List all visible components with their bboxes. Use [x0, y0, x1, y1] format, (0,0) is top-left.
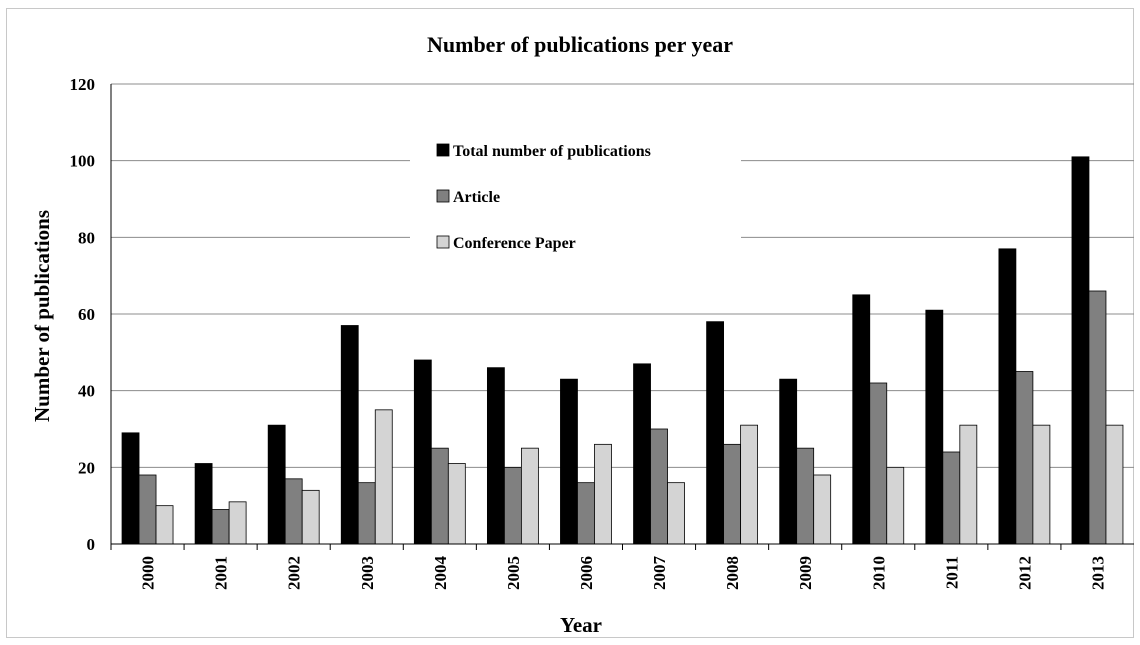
bar-article-2007 [650, 428, 668, 545]
bar-article-2012 [1015, 371, 1034, 545]
y-tick-label: 0 [87, 535, 96, 554]
bar-article-2010 [869, 382, 888, 545]
bar-article-2000 [138, 474, 157, 545]
legend-swatch-conference-paper [436, 235, 450, 249]
y-tick-labels: 0 20 40 60 80 100 120 [70, 75, 96, 554]
bar-total-number-of-publications-2000 [121, 432, 140, 545]
chart-title: Number of publications per year [427, 32, 733, 57]
y-tick-label: 40 [78, 382, 95, 401]
bar-total-number-of-publications-2010 [852, 294, 871, 545]
x-tick-label: 2007 [650, 556, 669, 591]
bar-conference-paper-2009 [813, 474, 832, 545]
bar-article-2001 [211, 509, 230, 545]
bar-article-2013 [1088, 290, 1107, 545]
bar-article-2003 [357, 482, 376, 545]
y-tick-label: 60 [78, 305, 95, 324]
bar-article-2011 [942, 451, 961, 545]
bars [121, 156, 1124, 545]
legend-box [410, 125, 741, 265]
bar-total-number-of-publications-2004 [413, 359, 432, 545]
x-tick-label: 2004 [431, 556, 450, 591]
y-axis-title: Number of publications [30, 210, 54, 422]
bar-total-number-of-publications-2003 [340, 325, 359, 545]
x-tick-label: 2010 [869, 556, 888, 590]
bar-conference-paper-2005 [520, 447, 539, 545]
bar-conference-paper-2012 [1032, 424, 1051, 545]
legend-label: Total number of publications [453, 143, 651, 160]
bar-article-2006 [577, 482, 595, 545]
legend: Total number of publications Article Confe… [410, 125, 741, 265]
bar-total-number-of-publications-2011 [925, 309, 944, 545]
x-axis-title: Year [560, 613, 602, 637]
y-tick-label: 100 [70, 152, 96, 171]
y-tick-label: 80 [78, 228, 95, 247]
bar-conference-paper-2008 [740, 424, 759, 545]
legend-label: Article [453, 189, 500, 206]
bar-conference-paper-2002 [301, 489, 320, 545]
x-tick-label: 2011 [942, 556, 961, 589]
bar-total-number-of-publications-2009 [779, 378, 798, 545]
bar-conference-paper-2004 [447, 463, 466, 545]
bar-conference-paper-2011 [959, 424, 978, 545]
x-tick-label: 2013 [1088, 556, 1107, 590]
bar-article-2005 [503, 466, 522, 545]
x-tick-label: 2005 [504, 556, 523, 590]
bar-article-2002 [284, 478, 303, 545]
bar-total-number-of-publications-2012 [998, 248, 1017, 545]
bar-total-number-of-publications-2001 [194, 463, 213, 545]
x-tick-label: 2000 [139, 556, 158, 590]
legend-label: Conference Paper [453, 235, 576, 252]
bar-conference-paper-2010 [886, 466, 905, 545]
x-tick-label: 2002 [285, 556, 304, 590]
bar-total-number-of-publications-2013 [1071, 156, 1090, 545]
x-tick-label: 2001 [212, 556, 231, 590]
bar-total-number-of-publications-2007 [633, 363, 651, 545]
bar-total-number-of-publications-2005 [486, 367, 505, 545]
x-tick-label: 2008 [723, 556, 742, 590]
bar-article-2004 [430, 447, 449, 545]
x-tick-labels: 2000 2001 2002 2003 2004 2005 2006 2007 2008 2009… [139, 556, 1108, 591]
bar-conference-paper-2003 [374, 409, 393, 545]
bar-conference-paper-2000 [155, 505, 174, 545]
y-tick-label: 120 [70, 75, 96, 94]
bar-total-number-of-publications-2002 [267, 424, 286, 545]
bar-total-number-of-publications-2008 [706, 321, 725, 545]
x-tick-label: 2009 [796, 556, 815, 590]
bar-conference-paper-2001 [228, 501, 247, 545]
x-tick-label: 2012 [1015, 556, 1034, 590]
x-tick-label: 2003 [358, 556, 377, 590]
bar-conference-paper-2006 [594, 443, 612, 545]
legend-swatch-total-number-of-publications [436, 143, 450, 157]
bar-article-2009 [796, 447, 815, 545]
bar-total-number-of-publications-2006 [560, 378, 578, 545]
y-tick-label: 20 [78, 458, 95, 477]
x-tick-label: 2006 [577, 556, 596, 590]
bar-conference-paper-2013 [1105, 424, 1124, 545]
bar-article-2008 [723, 443, 742, 545]
bar-conference-paper-2007 [667, 482, 685, 545]
legend-swatch-article [436, 189, 450, 203]
axes [110, 84, 1134, 550]
